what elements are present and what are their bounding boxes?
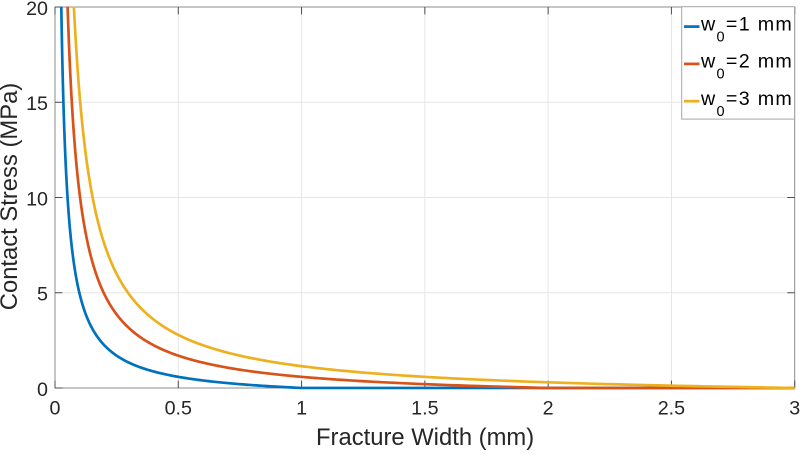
svg-text:10: 10 xyxy=(26,188,48,210)
svg-text:0.5: 0.5 xyxy=(165,398,192,420)
svg-text:1.5: 1.5 xyxy=(411,398,438,420)
svg-text:Fracture Width (mm): Fracture Width (mm) xyxy=(316,424,534,450)
svg-text:0: 0 xyxy=(37,379,48,401)
svg-text:20: 20 xyxy=(26,0,48,20)
svg-text:2.5: 2.5 xyxy=(658,398,685,420)
svg-text:5: 5 xyxy=(37,283,48,305)
svg-text:Contact Stress (MPa): Contact Stress (MPa) xyxy=(0,83,23,310)
svg-text:1: 1 xyxy=(296,398,307,420)
svg-text:0: 0 xyxy=(50,398,61,420)
svg-text:2: 2 xyxy=(543,398,554,420)
svg-text:3: 3 xyxy=(789,398,800,420)
svg-text:15: 15 xyxy=(26,93,48,115)
